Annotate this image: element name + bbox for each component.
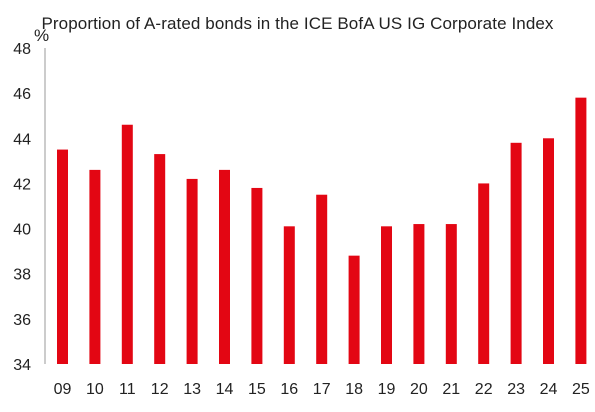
x-tick-label: 10 <box>86 381 104 398</box>
bar-21 <box>445 224 457 364</box>
bar-16 <box>283 226 295 364</box>
bar-14 <box>219 169 230 364</box>
bar-09 <box>57 149 68 364</box>
chart-title: Proportion of A-rated bonds in the ICE B… <box>41 14 554 33</box>
x-tick-label: 22 <box>475 381 493 398</box>
x-tick-label: 24 <box>540 381 558 398</box>
x-tick-label: 18 <box>345 381 363 398</box>
bar-23 <box>510 142 522 364</box>
x-tick-label: 25 <box>572 381 590 398</box>
bar-19 <box>381 226 392 364</box>
x-tick-label: 12 <box>151 381 169 398</box>
x-tick-label: 11 <box>119 381 136 398</box>
bar-11 <box>121 124 133 364</box>
x-tick-label: 17 <box>313 381 331 398</box>
y-tick-label: 34 <box>13 357 31 374</box>
x-tick-label: 14 <box>216 381 234 398</box>
bar-22 <box>478 183 490 364</box>
bar-15 <box>251 187 263 364</box>
bar-20 <box>413 224 425 364</box>
x-tick-label: 21 <box>442 381 460 398</box>
bar-13 <box>186 178 198 364</box>
x-tick-label: 16 <box>280 381 298 398</box>
y-axis-unit-label: % <box>34 26 50 45</box>
bar-24 <box>543 138 554 364</box>
bars <box>57 97 587 365</box>
bar-25 <box>575 97 587 365</box>
x-axis-ticks: 09 10 11 12 13 14 15 16 17 18 19 20 21 22 23 24 25 <box>54 381 590 398</box>
x-tick-label: 20 <box>410 381 428 398</box>
x-tick-label: 15 <box>248 381 266 398</box>
y-axis-ticks: 34 36 38 40 42 44 46 48 <box>13 41 31 374</box>
x-tick-label: 13 <box>183 381 201 398</box>
x-tick-label: 23 <box>507 381 525 398</box>
y-tick-label: 40 <box>13 222 31 239</box>
y-tick-label: 44 <box>13 131 31 148</box>
y-tick-label: 42 <box>13 176 31 193</box>
y-tick-label: 46 <box>13 86 31 103</box>
x-tick-label: 19 <box>378 381 396 398</box>
bar-18 <box>348 255 360 364</box>
y-tick-label: 36 <box>13 312 31 329</box>
bar-10 <box>89 169 101 364</box>
y-tick-label: 48 <box>13 41 31 58</box>
y-tick-label: 38 <box>13 267 31 284</box>
bar-17 <box>316 194 328 364</box>
x-tick-label: 09 <box>54 381 72 398</box>
bar-12 <box>154 154 166 364</box>
